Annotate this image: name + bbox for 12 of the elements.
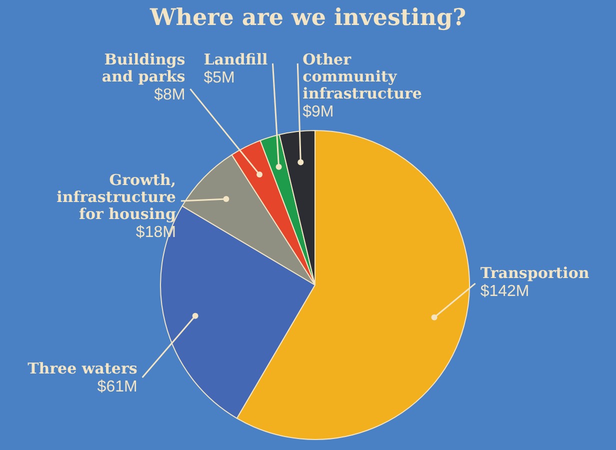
data-label: $142M	[480, 282, 530, 300]
slice-label: Other community infrastructure	[302, 50, 422, 103]
slice-label: Landfill	[204, 50, 268, 69]
data-label: $5M	[204, 70, 235, 87]
data-label: $8M	[154, 86, 186, 104]
slice-label: Transportion	[480, 264, 590, 282]
chart-title: Where are we investing?	[148, 4, 468, 31]
data-label: $61M	[97, 378, 138, 396]
slice-label: Growth, infrastructure for housing	[56, 171, 176, 224]
slice-label: Three waters	[28, 360, 138, 378]
slice-label: Buildings and parks	[102, 50, 186, 86]
data-label: $9M	[302, 104, 334, 121]
